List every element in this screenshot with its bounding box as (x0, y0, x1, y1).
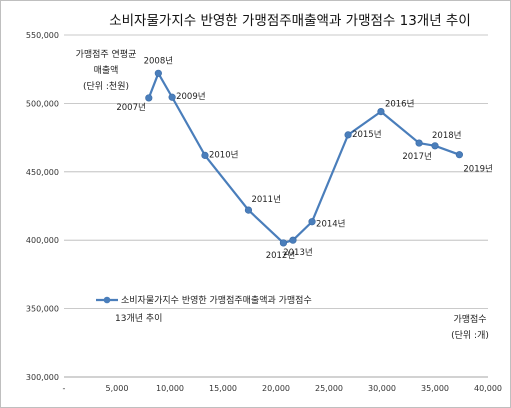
point-label: 2013년 (283, 247, 312, 258)
data-point (415, 139, 423, 147)
data-point (145, 94, 153, 102)
legend-label: 13개년 추이 (115, 313, 162, 324)
y-axis-unit-label: 가맹점주 연평균 (76, 48, 137, 60)
point-label: 2008년 (144, 55, 173, 66)
x-tick-label: 25,000 (315, 384, 343, 393)
x-axis-unit-label: 가맹점수 (453, 313, 486, 325)
axes: 300,000 350,000 400,000 450,000 500,000 550,0… (26, 31, 502, 393)
x-tick-label: 15,000 (209, 384, 237, 393)
data-point (377, 108, 385, 116)
x-tick-label: 40,000 (474, 384, 502, 393)
y-tick-label: 350,000 (26, 305, 59, 314)
gridlines (64, 34, 488, 310)
data-point-layer (145, 69, 463, 247)
point-label: 2014년 (316, 219, 345, 230)
x-tick-label: 20,000 (262, 384, 290, 393)
legend: 소비자물가지수 반영한 가맹점주매출액과 가맹점수 13개년 추이 (96, 294, 312, 324)
legend-swatch-marker (103, 296, 111, 304)
legend-label: 소비자물가지수 반영한 가맹점주매출액과 가맹점수 (121, 294, 312, 306)
x-tick-label: 10,000 (156, 384, 184, 393)
point-label: 2015년 (352, 129, 381, 140)
chart-title: 소비자물가지수 반영한 가맹점주매출액과 가맹점수 13개년 추이 (109, 13, 471, 29)
data-point (455, 151, 463, 159)
y-tick-label: 550,000 (26, 31, 59, 40)
point-label: 2012년 (266, 250, 295, 261)
point-label: 2018년 (432, 130, 461, 141)
data-point (344, 131, 352, 139)
data-point (308, 218, 316, 226)
point-label: 2011년 (251, 194, 280, 205)
point-label: 2017년 (402, 151, 431, 162)
x-tick-label: 30,000 (368, 384, 396, 393)
y-tick-label: 500,000 (26, 99, 59, 108)
point-label: 2007년 (116, 102, 145, 113)
point-label: 2016년 (385, 99, 414, 110)
x-axis-unit-label: (단위 :개) (451, 330, 489, 341)
x-tick-label: - (63, 384, 66, 393)
data-point (244, 206, 253, 214)
point-label: 2010년 (209, 149, 238, 160)
data-point (289, 236, 297, 244)
y-axis-unit-label: (단위 :천원) (83, 81, 129, 92)
y-tick-label: 450,000 (26, 168, 59, 177)
point-label: 2009년 (176, 91, 205, 102)
data-point (168, 93, 176, 101)
data-point (431, 142, 439, 150)
x-tick-label: 5,000 (106, 384, 129, 393)
x-tick-label: 35,000 (421, 384, 449, 393)
point-label: 2019년 (463, 164, 492, 175)
data-point (201, 151, 209, 159)
y-tick-label: 400,000 (26, 236, 59, 245)
y-tick-label: 300,000 (26, 373, 59, 382)
data-point (279, 239, 288, 247)
y-axis-unit-label: 매출액 (94, 64, 119, 76)
data-point (154, 69, 162, 77)
